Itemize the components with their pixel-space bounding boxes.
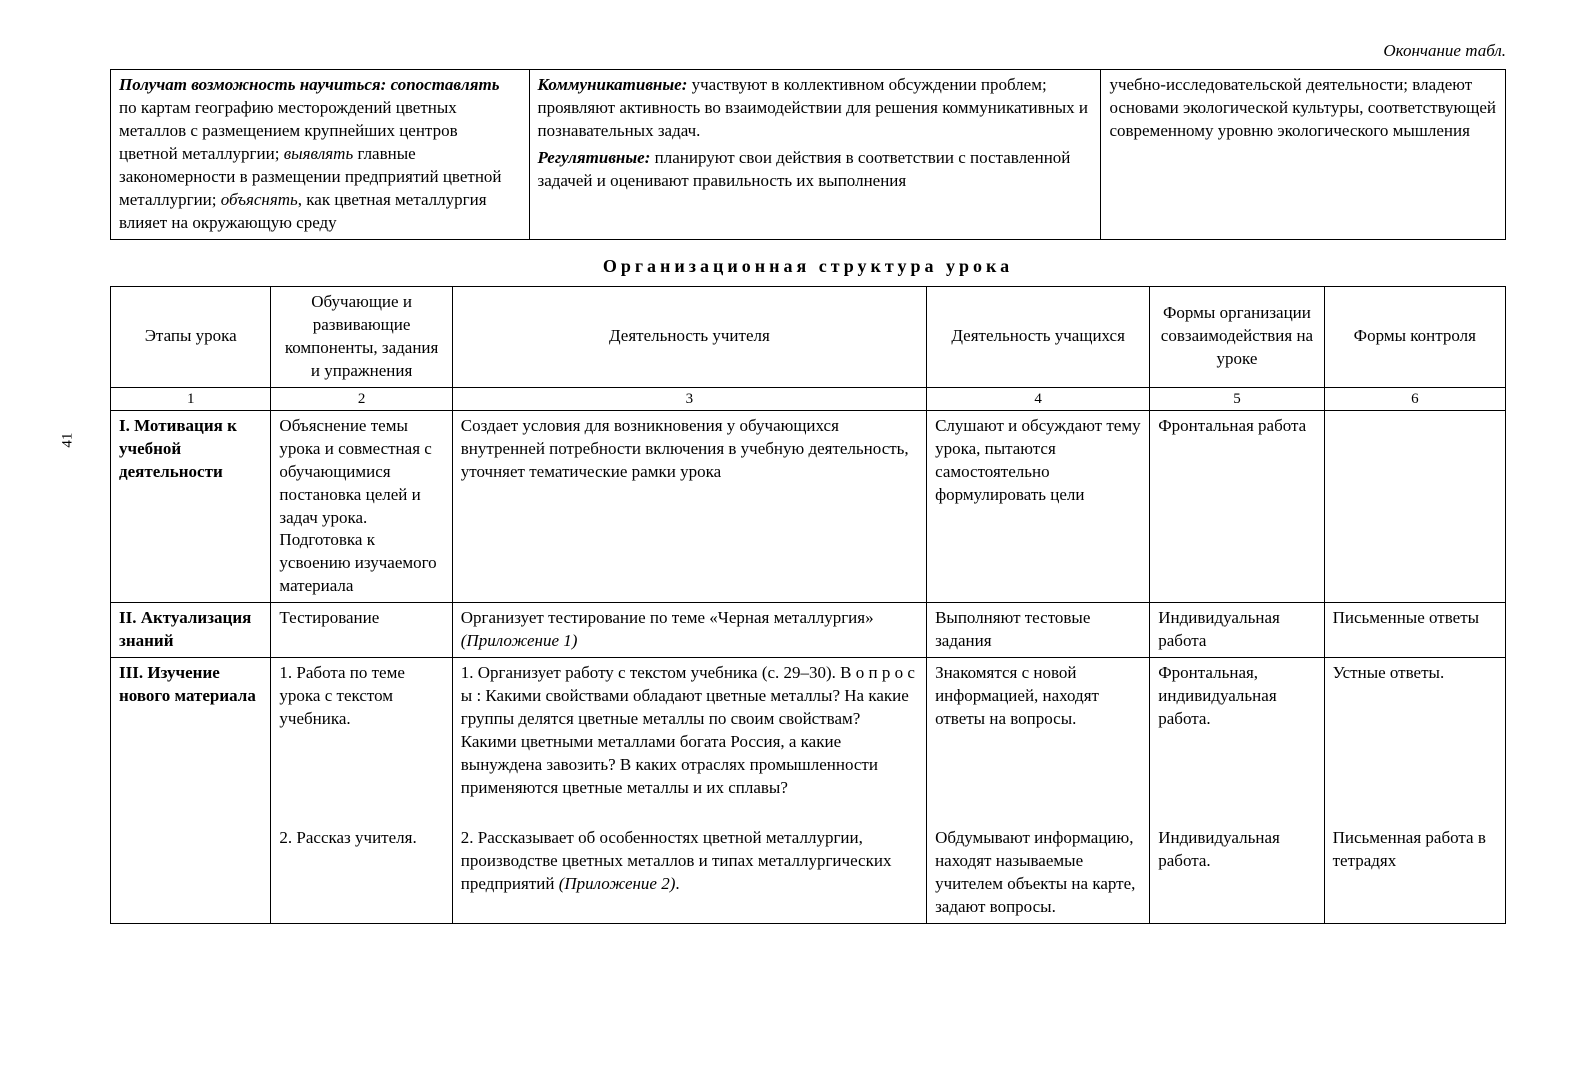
column-header: Формы контроля (1324, 286, 1505, 387)
form-org-cell: Индивидуальная работа (1150, 603, 1324, 658)
section-title: Организационная структура урока (110, 254, 1506, 278)
column-header: Этапы урока (111, 286, 271, 387)
table-row: II. Актуализация знанийТестированиеОрган… (111, 603, 1506, 658)
table-row: III. Изучение нового материала1. Работа … (111, 658, 1506, 924)
continuation-label: Окончание табл. (110, 40, 1506, 63)
teacher-cell: Организует тестирование по теме «Черная … (452, 603, 926, 658)
column-number: 4 (927, 387, 1150, 410)
header-row: Этапы урокаОбучающие и развивающие компо… (111, 286, 1506, 387)
control-cell: Устные ответы.Письменная работа в тетрад… (1324, 658, 1505, 924)
stage-cell: I. Мотивация к учебной деятельности (111, 410, 271, 603)
students-cell: Выполняют тестовые задания (927, 603, 1150, 658)
column-header: Формы организации совзаимодействия на ур… (1150, 286, 1324, 387)
page-number: 41 (57, 433, 77, 448)
top-cell-3: учебно-исследовательской деятельности; в… (1101, 69, 1506, 239)
top-cell-1: Получат возможность научиться: сопоставл… (111, 69, 530, 239)
components-cell: 1. Работа по теме урока с текстом учебни… (271, 658, 452, 924)
form-org-cell: Фронтальная, индивидуальная работа.Индив… (1150, 658, 1324, 924)
column-number: 6 (1324, 387, 1505, 410)
column-number: 3 (452, 387, 926, 410)
components-cell: Тестирование (271, 603, 452, 658)
column-header: Деятельность учителя (452, 286, 926, 387)
table-row: I. Мотивация к учебной деятельностиОбъяс… (111, 410, 1506, 603)
top-table: Получат возможность научиться: сопоставл… (110, 69, 1506, 240)
students-cell: Слушают и обсуждают тему урока, пытаются… (927, 410, 1150, 603)
stage-cell: II. Актуализация знаний (111, 603, 271, 658)
column-header: Деятельность учащихся (927, 286, 1150, 387)
teacher-cell: Создает условия для возникновения у обуч… (452, 410, 926, 603)
column-number: 5 (1150, 387, 1324, 410)
column-number: 2 (271, 387, 452, 410)
teacher-cell: 1. Организует работу с текстом учебника … (452, 658, 926, 924)
main-table: Этапы урокаОбучающие и развивающие компо… (110, 286, 1506, 924)
form-org-cell: Фронтальная работа (1150, 410, 1324, 603)
column-header: Обучающие и развивающие компоненты, зада… (271, 286, 452, 387)
students-cell: Знакомятся с новой информацией, находят … (927, 658, 1150, 924)
top-cell-2: Коммуникативные: участвуют в коллективно… (529, 69, 1101, 239)
control-cell (1324, 410, 1505, 603)
number-row: 123456 (111, 387, 1506, 410)
control-cell: Письменные ответы (1324, 603, 1505, 658)
stage-cell: III. Изучение нового материала (111, 658, 271, 924)
components-cell: Объяснение темы урока и совместная с обу… (271, 410, 452, 603)
column-number: 1 (111, 387, 271, 410)
